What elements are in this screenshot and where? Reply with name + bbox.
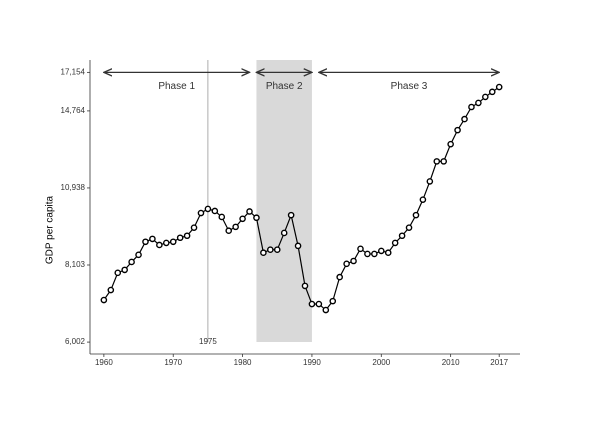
data-point	[350, 257, 357, 265]
data-point	[121, 266, 128, 274]
data-point	[377, 247, 385, 255]
data-point	[364, 250, 371, 258]
data-point	[176, 234, 184, 242]
reference-label: 1975	[199, 337, 217, 346]
data-point	[128, 258, 135, 266]
data-point	[322, 306, 330, 314]
data-point	[405, 224, 413, 231]
data-point	[488, 88, 496, 96]
data-point	[156, 241, 163, 249]
data-point	[149, 235, 156, 243]
data-point	[357, 245, 364, 253]
data-point	[260, 249, 267, 257]
data-point	[336, 273, 343, 281]
data-point	[315, 300, 323, 308]
data-point	[461, 115, 468, 123]
data-point	[183, 232, 191, 240]
data-point	[343, 260, 350, 268]
data-point	[482, 93, 489, 101]
data-line	[103, 86, 500, 311]
data-point	[162, 239, 170, 247]
data-point	[142, 238, 149, 246]
data-point	[190, 224, 198, 231]
data-point	[135, 251, 142, 259]
data-point	[384, 249, 392, 257]
y-tick-label: 10,938	[61, 183, 86, 192]
x-tick-label: 1990	[303, 358, 321, 367]
x-tick-label: 1970	[164, 358, 182, 367]
data-point	[253, 214, 260, 222]
data-point	[371, 250, 378, 258]
x-tick-label: 2000	[372, 358, 390, 367]
data-point	[454, 126, 461, 134]
data-point	[211, 207, 219, 215]
data-point	[107, 286, 115, 294]
x-tick-label: 1960	[95, 358, 113, 367]
data-point	[114, 269, 122, 277]
data-point	[412, 211, 420, 219]
data-point	[169, 238, 177, 246]
y-tick-label: 17,154	[61, 67, 86, 76]
data-point	[239, 215, 246, 223]
data-point	[308, 300, 316, 308]
data-point	[398, 232, 406, 240]
shaded-region	[256, 60, 312, 342]
y-tick-label: 6,002	[65, 337, 86, 346]
data-point	[301, 282, 309, 290]
y-axis-label: GDP per capita	[45, 195, 56, 264]
data-point	[287, 211, 295, 219]
data-point	[447, 140, 454, 148]
data-point	[495, 83, 503, 91]
data-point	[267, 246, 274, 254]
data-point	[246, 208, 253, 215]
data-point	[218, 213, 226, 221]
data-point	[440, 158, 448, 165]
data-point	[280, 229, 288, 237]
phase-label: Phase 2	[266, 81, 303, 92]
data-point	[391, 239, 399, 247]
data-point	[433, 158, 441, 165]
data-point	[204, 205, 212, 213]
y-tick-label: 14,764	[61, 106, 86, 115]
phase-label: Phase 3	[391, 81, 428, 92]
data-point	[197, 209, 205, 217]
data-point	[475, 99, 482, 107]
data-point	[426, 178, 434, 185]
data-point	[294, 242, 302, 250]
data-point	[329, 297, 337, 305]
data-point	[225, 227, 233, 235]
y-tick-label: 8,103	[65, 260, 86, 269]
data-point	[419, 196, 427, 203]
x-tick-label: 2010	[442, 358, 460, 367]
x-tick-label: 1980	[234, 358, 252, 367]
data-point	[468, 103, 475, 111]
data-point	[273, 246, 281, 254]
data-point	[232, 223, 239, 231]
phase-label: Phase 1	[158, 81, 195, 92]
data-point	[100, 296, 108, 304]
x-tick-label: 2017	[490, 358, 508, 367]
